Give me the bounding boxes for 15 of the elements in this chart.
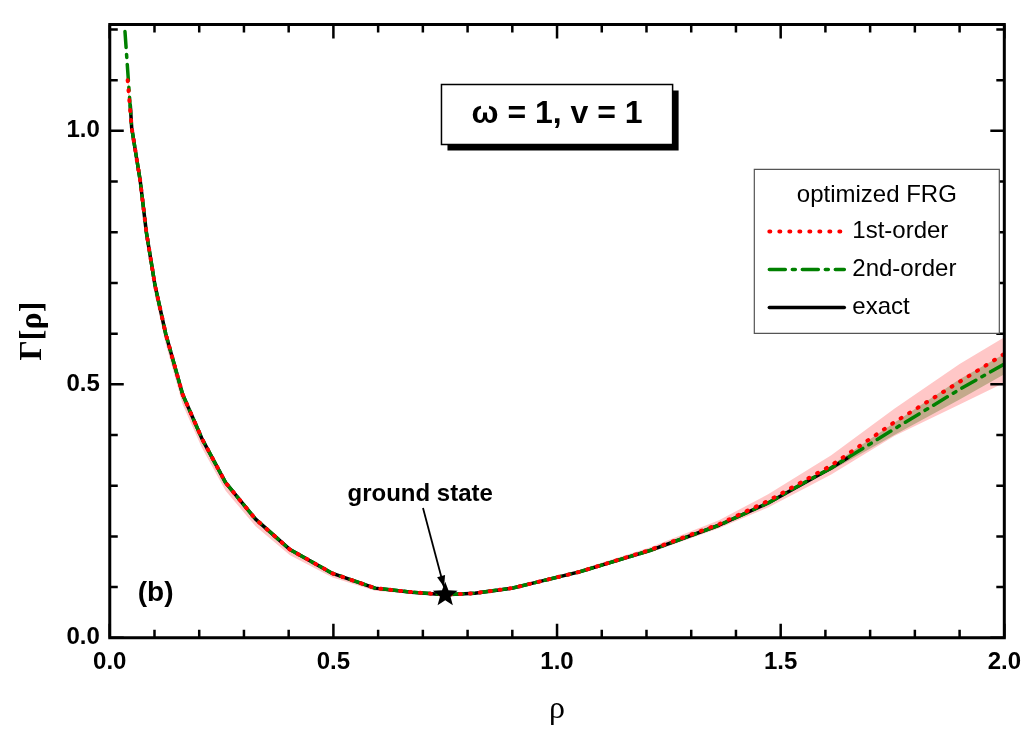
annotation: ground state bbox=[347, 479, 493, 507]
legend-title: optimized FRG bbox=[796, 180, 957, 208]
x-tick-label: 1.5 bbox=[763, 646, 798, 674]
annotation: ω = 1, v = 1 bbox=[471, 94, 643, 131]
y-tick-label: 0.5 bbox=[66, 368, 100, 396]
legend-label: exact bbox=[852, 292, 911, 320]
x-axis-title: ρ bbox=[549, 689, 566, 726]
annotation: (b) bbox=[137, 575, 174, 607]
x-tick-label: 0.5 bbox=[316, 646, 351, 674]
x-tick-label: 2.0 bbox=[987, 646, 1022, 674]
legend-label: 2nd-order bbox=[852, 254, 957, 282]
y-tick-label: 1.0 bbox=[66, 115, 100, 143]
x-tick-label: 1.0 bbox=[540, 646, 574, 674]
y-axis-title: Γ[ρ] bbox=[12, 301, 49, 361]
legend-label: 1st-order bbox=[852, 216, 949, 244]
